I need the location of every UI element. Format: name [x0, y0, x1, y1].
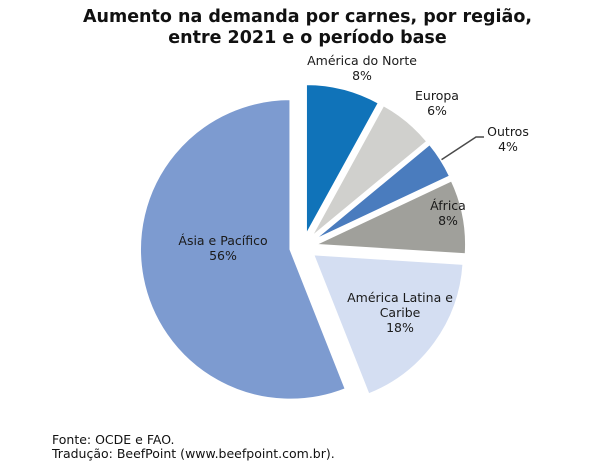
chart-source: Fonte: OCDE e FAO. Tradução: BeefPoint (…	[52, 433, 335, 461]
pie-slice-1	[310, 104, 428, 238]
chart-title: Aumento na demanda por carnes, por regiã…	[0, 7, 615, 49]
outros-leader-line	[440, 136, 484, 161]
pie-slice-2	[313, 143, 451, 241]
chart-title-line1: Aumento na demanda por carnes, por regiã…	[82, 7, 533, 27]
slice-name: Outros	[487, 124, 529, 139]
label-america-latina-e-caribe: América Latina e Caribe 18%	[330, 290, 470, 335]
label-africa: África 8%	[430, 198, 466, 228]
pie-slice-5	[139, 98, 347, 401]
label-outros: Outros 4%	[487, 124, 529, 154]
slice-name: América do Norte	[307, 53, 417, 68]
pie-slice-0	[305, 83, 380, 235]
slice-percent: 8%	[352, 68, 372, 83]
slice-name: Ásia e Pacífico	[178, 233, 268, 248]
slice-percent: 8%	[438, 213, 458, 228]
label-america-do-norte: América do Norte 8%	[307, 53, 417, 83]
label-europa: Europa 6%	[415, 88, 459, 118]
translation-line: Tradução: BeefPoint (www.beefpoint.com.b…	[52, 446, 335, 461]
slice-percent: 56%	[209, 248, 237, 263]
source-line: Fonte: OCDE e FAO.	[52, 432, 175, 447]
slice-name: África	[430, 198, 466, 213]
pie-slice-4	[312, 253, 464, 396]
label-asia-e-pacifico: Ásia e Pacífico 56%	[178, 233, 267, 263]
slice-percent: 18%	[386, 320, 414, 335]
chart-title-line2: entre 2021 e o período base	[168, 28, 447, 48]
slice-name: Europa	[415, 88, 459, 103]
pie-slice-3	[315, 179, 467, 255]
slice-percent: 4%	[498, 139, 518, 154]
slice-percent: 6%	[427, 103, 447, 118]
slice-name: América Latina e Caribe	[347, 290, 453, 320]
